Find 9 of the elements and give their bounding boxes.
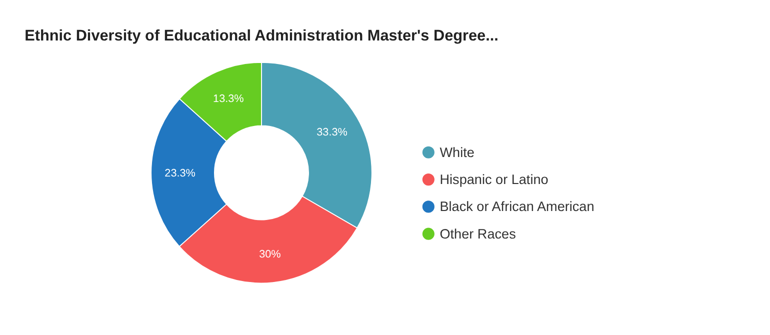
- legend-label: Black or African American: [440, 199, 594, 214]
- data-label: 30%: [259, 248, 282, 260]
- chart-title: Ethnic Diversity of Educational Administration Master's Degree...: [24, 28, 498, 45]
- data-label: 13.3%: [213, 92, 244, 105]
- data-label: 33.3%: [316, 126, 348, 139]
- data-label: 23.3%: [164, 167, 196, 180]
- legend-label: Other Races: [440, 226, 516, 242]
- legend-label: White: [440, 144, 474, 160]
- legend-label: Hispanic or Latino: [440, 172, 548, 188]
